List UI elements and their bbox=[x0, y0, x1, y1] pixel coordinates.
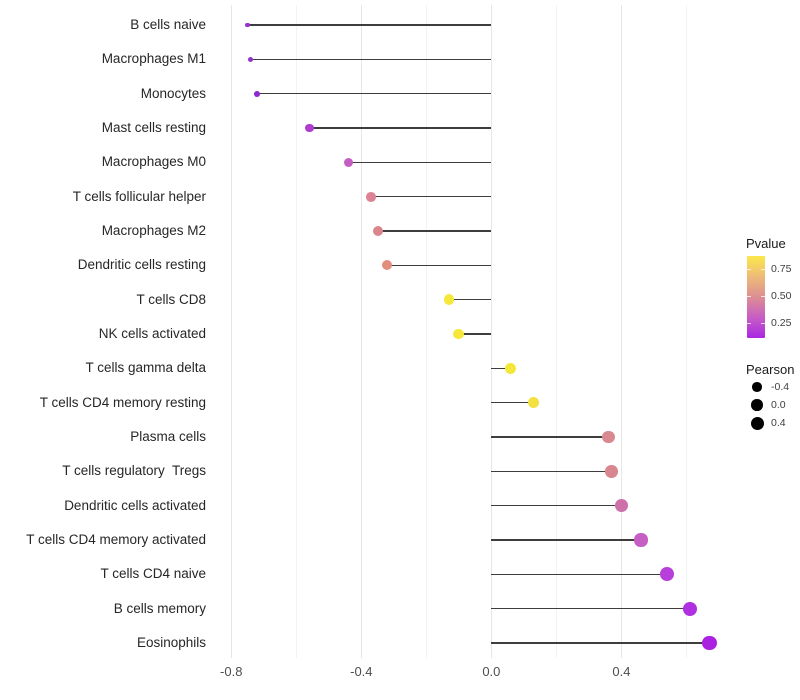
colorbar-tick-mark bbox=[761, 296, 765, 298]
major-gridline bbox=[360, 5, 362, 658]
data-point bbox=[372, 225, 383, 236]
data-point bbox=[382, 260, 393, 271]
stem-line bbox=[348, 161, 492, 164]
stem-line bbox=[491, 642, 710, 644]
size-legend-dot bbox=[750, 416, 764, 430]
minor-gridline bbox=[295, 5, 297, 658]
size-legend-label: -0.4 bbox=[771, 381, 790, 393]
x-tick-label: -0.4 bbox=[350, 664, 373, 679]
data-point bbox=[343, 157, 354, 168]
data-point bbox=[443, 294, 455, 305]
category-label: T cells CD4 memory resting bbox=[39, 394, 206, 410]
size-legend-dot bbox=[752, 382, 762, 392]
category-label: T cells CD8 bbox=[136, 291, 206, 307]
category-label: Eosinophils bbox=[136, 634, 206, 650]
stem-line bbox=[257, 92, 492, 95]
major-gridline bbox=[620, 5, 622, 658]
data-point bbox=[245, 22, 250, 28]
category-label: Macrophages M0 bbox=[101, 154, 206, 170]
category-label: T cells gamma delta bbox=[85, 360, 206, 376]
stem-line bbox=[387, 264, 492, 267]
stem-line bbox=[491, 504, 622, 507]
data-point bbox=[602, 430, 615, 444]
stem-line bbox=[491, 539, 641, 541]
pvalue-colorbar bbox=[747, 256, 765, 338]
category-label: Mast cells resting bbox=[101, 119, 206, 135]
colorbar-tick-mark bbox=[761, 269, 765, 271]
stem-line bbox=[491, 436, 609, 438]
stem-line bbox=[491, 573, 667, 576]
category-label: B cells naive bbox=[130, 17, 206, 32]
x-tick-label: 0.4 bbox=[612, 664, 631, 679]
pvalue-tick-label: 0.25 bbox=[771, 316, 792, 329]
data-point bbox=[366, 191, 376, 202]
stem-line bbox=[250, 58, 492, 61]
pvalue-tick-label: 0.75 bbox=[771, 263, 792, 276]
data-point bbox=[615, 499, 628, 513]
size-legend-label: 0.4 bbox=[771, 417, 786, 429]
size-legend-dot bbox=[751, 399, 763, 411]
data-point bbox=[660, 567, 674, 582]
pearson-legend-title: Pearson bbox=[746, 362, 795, 377]
legend-panel: Pvalue 0.75 0.50 0.25 Pearson -0.4 0.0 0.4 bbox=[738, 230, 800, 440]
pearson-size-legend: -0.4 0.0 0.4 bbox=[738, 378, 800, 440]
data-point bbox=[701, 635, 717, 651]
category-label: T cells CD4 naive bbox=[100, 566, 206, 582]
major-gridline bbox=[490, 5, 492, 658]
size-legend-label: 0.0 bbox=[771, 399, 786, 411]
stem-line bbox=[247, 24, 492, 26]
category-label: Dendritic cells activated bbox=[64, 497, 206, 513]
data-point bbox=[682, 601, 697, 616]
y-axis-labels: B cells naive Macrophages M1 Monocytes Mast… bbox=[0, 0, 215, 700]
stem-line bbox=[377, 230, 492, 232]
category-label: Plasma cells bbox=[130, 428, 206, 444]
stem-line bbox=[491, 607, 690, 610]
stem-line bbox=[371, 195, 492, 198]
x-tick-label: -0.8 bbox=[220, 664, 243, 679]
stem-line bbox=[491, 470, 612, 473]
category-label: Dendritic cells resting bbox=[77, 257, 206, 273]
data-point bbox=[505, 362, 517, 374]
minor-gridline bbox=[685, 5, 687, 658]
pvalue-colorbar-ticks: 0.75 0.50 0.25 bbox=[738, 230, 800, 350]
stem-line bbox=[309, 127, 492, 129]
pvalue-tick-label: 0.50 bbox=[771, 290, 792, 303]
category-label: Macrophages M2 bbox=[101, 222, 206, 238]
category-label: T cells CD4 memory activated bbox=[26, 531, 206, 547]
minor-gridline bbox=[425, 5, 427, 658]
stem-line bbox=[491, 401, 534, 404]
data-point bbox=[304, 123, 314, 133]
x-tick-label: 0.0 bbox=[482, 664, 501, 679]
major-gridline bbox=[230, 5, 232, 658]
stem-line bbox=[449, 298, 492, 301]
data-point bbox=[527, 396, 540, 409]
colorbar-tick-mark bbox=[747, 296, 751, 298]
category-label: T cells regulatory Tregs bbox=[62, 463, 206, 479]
data-point bbox=[605, 465, 618, 478]
category-label: Macrophages M1 bbox=[101, 51, 206, 67]
colorbar-tick-mark bbox=[747, 269, 751, 271]
category-label: T cells follicular helper bbox=[72, 188, 206, 204]
category-label: NK cells activated bbox=[98, 325, 206, 341]
plot-panel bbox=[215, 5, 732, 658]
colorbar-tick-mark bbox=[747, 322, 751, 324]
pvalue-legend-title: Pvalue bbox=[746, 236, 786, 251]
data-point bbox=[254, 90, 261, 97]
data-point bbox=[248, 56, 254, 62]
colorbar-tick-mark bbox=[761, 322, 765, 324]
minor-gridline bbox=[555, 5, 557, 658]
data-point bbox=[634, 533, 648, 547]
category-label: B cells memory bbox=[113, 600, 206, 616]
data-point bbox=[453, 328, 465, 340]
category-label: Monocytes bbox=[140, 85, 206, 101]
stem-line bbox=[491, 367, 511, 370]
stem-line bbox=[458, 333, 492, 335]
